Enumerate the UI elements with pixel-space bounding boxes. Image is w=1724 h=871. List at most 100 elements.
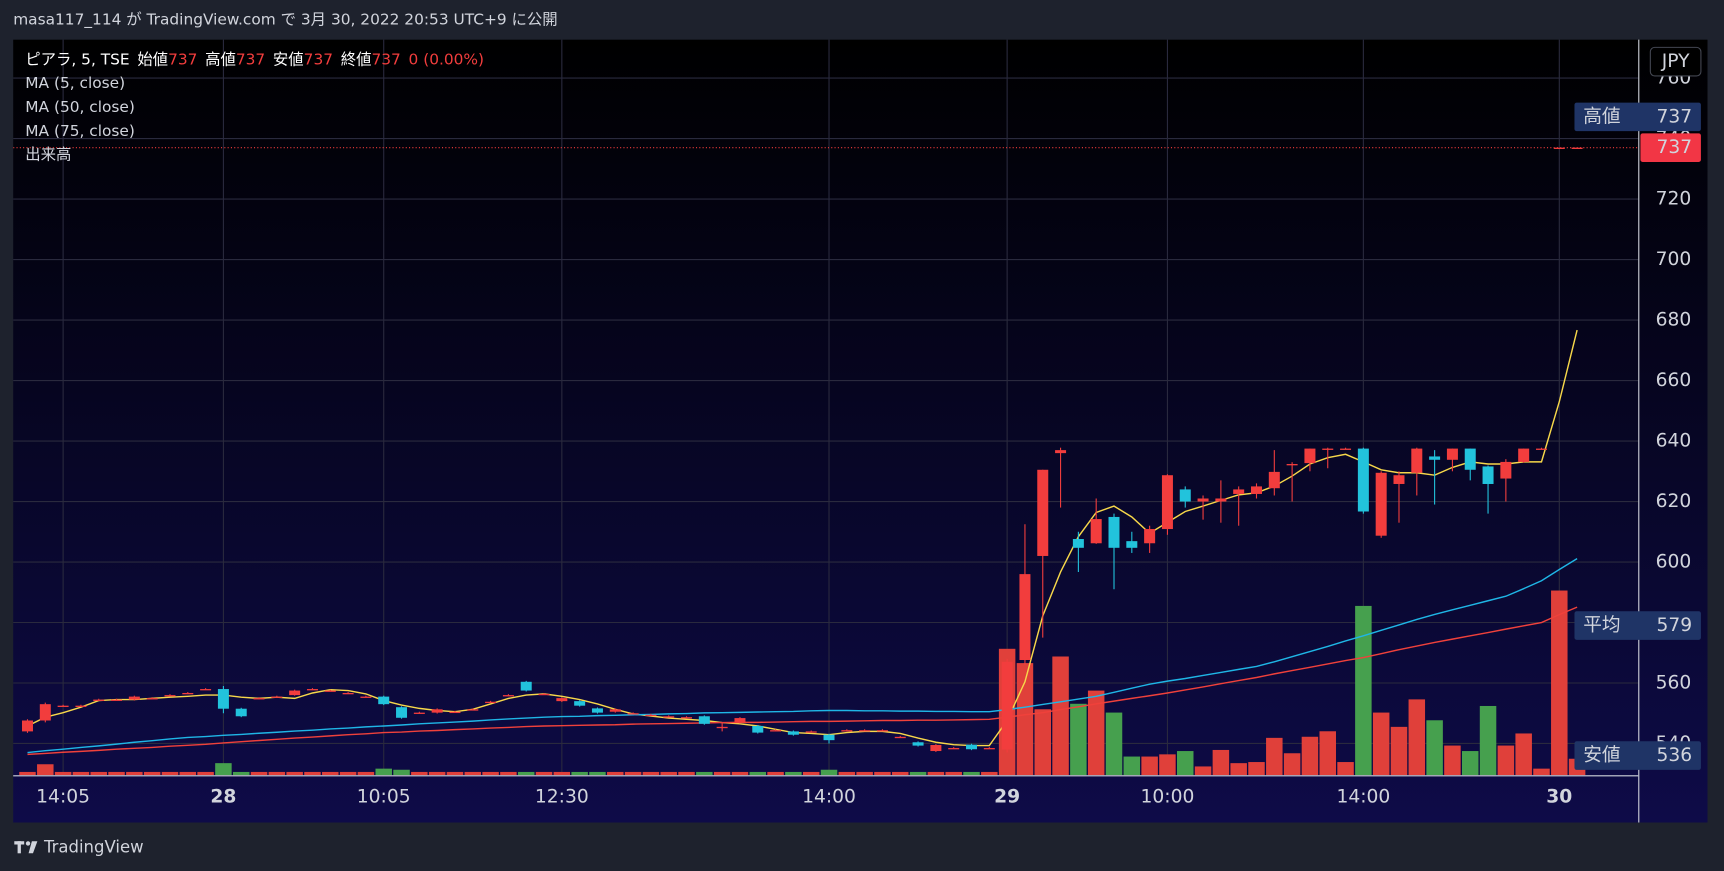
legend-entry: 出来高 bbox=[25, 146, 71, 164]
ohlc-label: 始値 bbox=[137, 50, 168, 68]
candle-body bbox=[1126, 541, 1138, 548]
y-tick-label: 620 bbox=[1656, 491, 1692, 512]
volume-bar bbox=[500, 771, 517, 776]
volume-bar bbox=[1052, 656, 1069, 776]
candle-body bbox=[111, 699, 123, 701]
candle-body bbox=[734, 718, 746, 723]
candle-body bbox=[681, 717, 693, 719]
ohlc-label: 終値 bbox=[341, 50, 372, 68]
y-tick-label: 680 bbox=[1656, 310, 1692, 331]
legend-entry: MA (75, close) bbox=[25, 122, 135, 140]
volume-bar bbox=[108, 771, 125, 776]
volume-bar bbox=[304, 771, 321, 776]
candle-body bbox=[574, 701, 586, 706]
volume-bar bbox=[874, 771, 891, 776]
volume-bar bbox=[1337, 762, 1354, 776]
volume-bar bbox=[571, 771, 588, 776]
volume-bar bbox=[785, 771, 802, 776]
candle-body bbox=[182, 692, 194, 695]
candle-body bbox=[1019, 574, 1031, 661]
candle-body bbox=[609, 709, 621, 712]
legend-entry: MA (5, close) bbox=[25, 74, 125, 92]
candle-body bbox=[1482, 466, 1494, 484]
logo-part bbox=[28, 841, 38, 854]
footer-brand: TradingView bbox=[43, 837, 144, 856]
volume-bar bbox=[767, 771, 784, 776]
candle-body bbox=[146, 698, 158, 700]
candle-body bbox=[1161, 475, 1173, 530]
candle-body bbox=[1215, 498, 1227, 502]
candle-body bbox=[1304, 448, 1316, 464]
volume-bar bbox=[1123, 756, 1141, 776]
candle-body bbox=[1268, 471, 1280, 489]
volume-bar bbox=[1372, 712, 1390, 776]
candle-body bbox=[1429, 456, 1441, 460]
volume-bar bbox=[411, 771, 428, 776]
candle-body bbox=[876, 730, 888, 732]
ohlc-label: 高値 bbox=[205, 50, 236, 68]
volume-bar bbox=[161, 771, 179, 776]
volume-bar bbox=[589, 771, 606, 776]
candle-body bbox=[823, 734, 835, 741]
price-tag-value: 579 bbox=[1656, 615, 1692, 636]
volume-bar bbox=[1283, 753, 1301, 776]
y-tick-label: 700 bbox=[1656, 249, 1692, 270]
candle-body bbox=[627, 713, 639, 715]
volume-bar bbox=[624, 771, 642, 776]
candle-body bbox=[1393, 475, 1405, 484]
candle-body bbox=[378, 696, 390, 705]
candle-body bbox=[1144, 529, 1156, 544]
volume-bar bbox=[1301, 736, 1319, 776]
logo-part bbox=[25, 841, 31, 846]
volume-bar bbox=[1426, 720, 1443, 776]
volume-bar bbox=[731, 771, 749, 776]
volume-bar bbox=[696, 771, 713, 776]
candle-body bbox=[467, 709, 479, 711]
candle-body bbox=[1197, 498, 1209, 502]
legend-entry: MA (50, close) bbox=[25, 98, 135, 116]
publish-header: masa117_114 が TradingView.com で 3月 30, 2… bbox=[13, 10, 557, 29]
candle-body bbox=[164, 695, 176, 697]
volume-bar bbox=[1461, 751, 1479, 776]
ohlc-value: 737 bbox=[236, 50, 265, 68]
volume-bar bbox=[1159, 754, 1176, 776]
x-tick-label: 29 bbox=[994, 787, 1020, 808]
volume-bar bbox=[72, 771, 90, 776]
volume-bar bbox=[678, 771, 695, 776]
volume-bar bbox=[838, 771, 856, 776]
candle-body bbox=[1250, 486, 1262, 494]
candle-body bbox=[21, 720, 33, 732]
candle-body bbox=[930, 744, 942, 752]
candle-body bbox=[324, 690, 336, 692]
overlay: ピアラ, 5, TSE 始値737 高値737 安値737 終値737 0 (0.00%)… bbox=[25, 46, 1702, 770]
x-tick-label: 14:00 bbox=[1336, 787, 1390, 808]
volume-bar bbox=[892, 771, 909, 776]
volume-bar bbox=[1212, 749, 1230, 776]
candle-body bbox=[502, 695, 514, 697]
volume-bar bbox=[1390, 726, 1408, 776]
price-tag bbox=[1574, 741, 1701, 770]
x-tick-label: 14:00 bbox=[802, 787, 856, 808]
candle-body bbox=[360, 696, 372, 698]
y-tick-label: 600 bbox=[1656, 552, 1692, 573]
volume-bar bbox=[517, 771, 535, 776]
x-tick-label: 30 bbox=[1546, 787, 1572, 808]
candle-body bbox=[1375, 472, 1387, 536]
volume-bar bbox=[1444, 745, 1461, 776]
candle-body bbox=[1535, 448, 1547, 450]
candle-body bbox=[306, 689, 318, 691]
volume-bar bbox=[856, 771, 873, 776]
y-tick-label: 560 bbox=[1656, 672, 1692, 693]
y-tick-label: 660 bbox=[1656, 370, 1692, 391]
candle-body bbox=[1553, 147, 1565, 149]
volume-bar bbox=[1408, 699, 1426, 776]
price-tag-label: 高値 bbox=[1583, 106, 1620, 127]
candle-body bbox=[556, 698, 568, 702]
volume-bar bbox=[802, 771, 820, 776]
currency-label: JPY bbox=[1661, 51, 1690, 72]
volume-bar bbox=[1105, 712, 1123, 776]
candle-body bbox=[716, 726, 728, 729]
volume-bar bbox=[54, 771, 72, 776]
candle-body bbox=[1108, 516, 1120, 548]
